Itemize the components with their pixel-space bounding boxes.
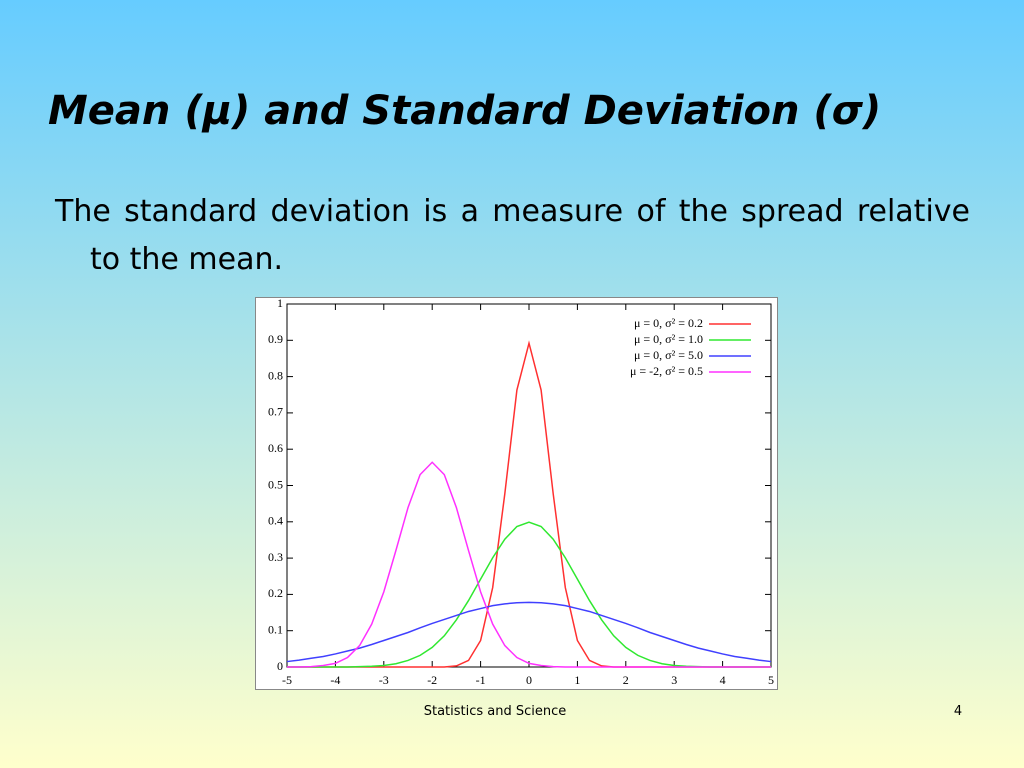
legend-label: μ = 0, σ² = 1.0	[634, 332, 703, 346]
x-tick-label: -2	[427, 673, 437, 687]
x-tick-label: 4	[720, 673, 726, 687]
legend-label: μ = -2, σ² = 0.5	[630, 364, 703, 378]
x-tick-label: 0	[526, 673, 532, 687]
x-tick-label: 1	[574, 673, 580, 687]
slide-title: Mean (μ) and Standard Deviation (σ)	[48, 88, 882, 134]
x-tick-label: -3	[379, 673, 389, 687]
y-tick-label: 0.8	[268, 368, 283, 382]
y-tick-label: 0.9	[268, 332, 283, 346]
slide-body: The standard deviation is a measure of t…	[55, 194, 970, 277]
x-tick-label: -1	[476, 673, 486, 687]
y-tick-label: 0.7	[268, 405, 283, 419]
y-tick-label: 0.4	[268, 514, 283, 528]
series-line	[286, 601, 772, 663]
y-tick-label: 0.1	[268, 622, 283, 636]
y-tick-label: 1	[277, 297, 283, 310]
page-number: 4	[953, 704, 963, 719]
chart: 0 0.1 0.2 0.3 0.4 0.5 0.6 0.7 0.8 0.9 1 -5 -4 -3 -2 -1 0…	[255, 297, 778, 690]
y-tick-label: 0.3	[268, 550, 283, 564]
x-tick-label: 2	[623, 673, 629, 687]
x-tick-label: -5	[282, 673, 292, 687]
footer: Statistics and Science	[423, 704, 567, 719]
x-tick-label: 3	[671, 673, 677, 687]
series-line	[287, 461, 771, 668]
legend-label: μ = 0, σ² = 5.0	[634, 348, 703, 362]
y-tick-label: 0	[277, 659, 283, 673]
y-tick-label: 0.6	[268, 441, 283, 455]
y-tick-label: 0.2	[268, 586, 283, 600]
y-tick-label: 0.5	[268, 477, 283, 491]
chart-frame	[255, 297, 778, 690]
x-tick-label: -4	[330, 673, 340, 687]
legend-label: μ = 0, σ² = 0.2	[634, 316, 703, 330]
x-tick-label: 5	[768, 673, 774, 687]
